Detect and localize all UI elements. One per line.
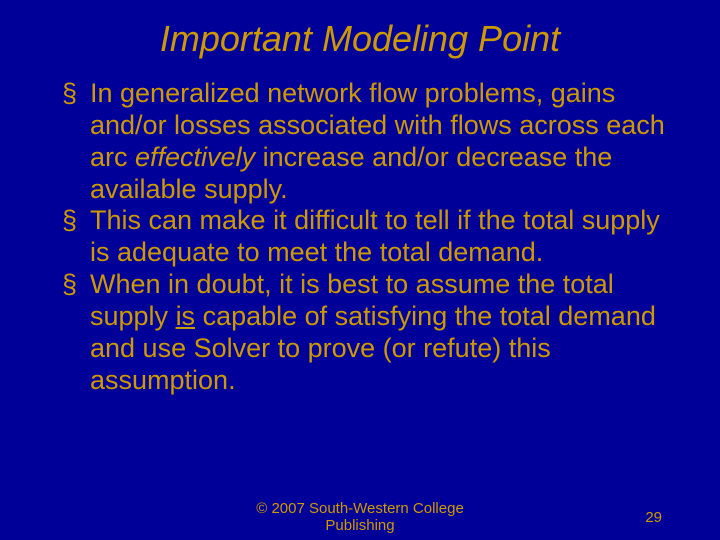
- bullet-item: When in doubt, it is best to assume the …: [62, 269, 670, 396]
- bullet-item: In generalized network flow problems, ga…: [62, 78, 670, 205]
- bullet-text-italic: effectively: [135, 142, 255, 172]
- footer-line-2: Publishing: [0, 517, 720, 534]
- bullet-item: This can make it difficult to tell if th…: [62, 205, 670, 269]
- bullet-text-pre: This can make it difficult to tell if th…: [90, 205, 660, 267]
- slide-title: Important Modeling Point: [50, 18, 670, 60]
- footer-line-1: © 2007 South-Western College: [0, 500, 720, 517]
- footer-copyright: © 2007 South-Western College Publishing: [0, 500, 720, 535]
- bullet-text-underline: is: [176, 301, 196, 331]
- slide: Important Modeling Point In generalized …: [0, 0, 720, 540]
- bullet-list: In generalized network flow problems, ga…: [50, 78, 670, 397]
- page-number: 29: [645, 509, 662, 526]
